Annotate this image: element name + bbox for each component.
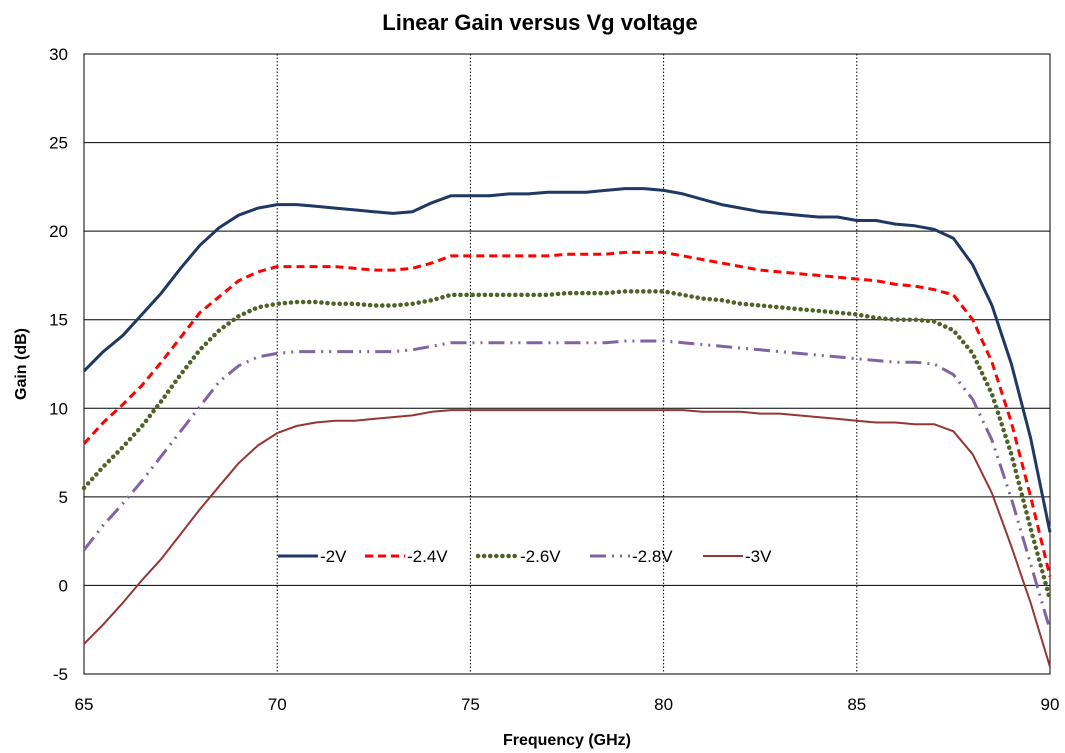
y-tick-label: 0: [59, 576, 68, 595]
x-tick-label: 70: [268, 695, 287, 714]
x-tick-label: 75: [461, 695, 480, 714]
y-tick-label: -5: [53, 665, 68, 684]
chart-title: Linear Gain versus Vg voltage: [382, 10, 697, 35]
series-line-4: [83, 409, 1051, 668]
legend-label-1: -2.4V: [407, 547, 448, 566]
legend-label-0: -2V: [320, 547, 347, 566]
x-axis-title: Frequency (GHz): [503, 732, 631, 749]
series-lines: [81, 187, 1053, 668]
x-tick-label: 65: [75, 695, 94, 714]
y-tick-label: 10: [49, 399, 68, 418]
tick-labels: -5 0 5 10 15 20 25 30 65 70 75 80 85 90: [49, 45, 1059, 714]
y-tick-label: 25: [49, 134, 68, 153]
y-tick-label: 30: [49, 45, 68, 64]
legend-label-3: -2.8V: [632, 547, 673, 566]
x-tick-label: 80: [654, 695, 673, 714]
legend-label-2: -2.6V: [520, 547, 561, 566]
plot-area-frame: [83, 53, 1051, 675]
series-line-2: [81, 289, 1053, 602]
y-tick-label: 5: [59, 488, 68, 507]
legend-label-4: -3V: [745, 547, 772, 566]
series-line-0: [82, 187, 1052, 533]
legend: -2V -2.4V -2.6V -2.8V -3V: [278, 547, 772, 566]
series-line-1: [82, 250, 1052, 577]
grid: [84, 54, 1050, 674]
series-line-3: [82, 339, 1052, 631]
x-tick-label: 90: [1041, 695, 1060, 714]
y-tick-label: 20: [49, 222, 68, 241]
y-axis-title: Gain (dB): [13, 328, 30, 400]
y-tick-label: 15: [49, 311, 68, 330]
x-tick-label: 85: [847, 695, 866, 714]
